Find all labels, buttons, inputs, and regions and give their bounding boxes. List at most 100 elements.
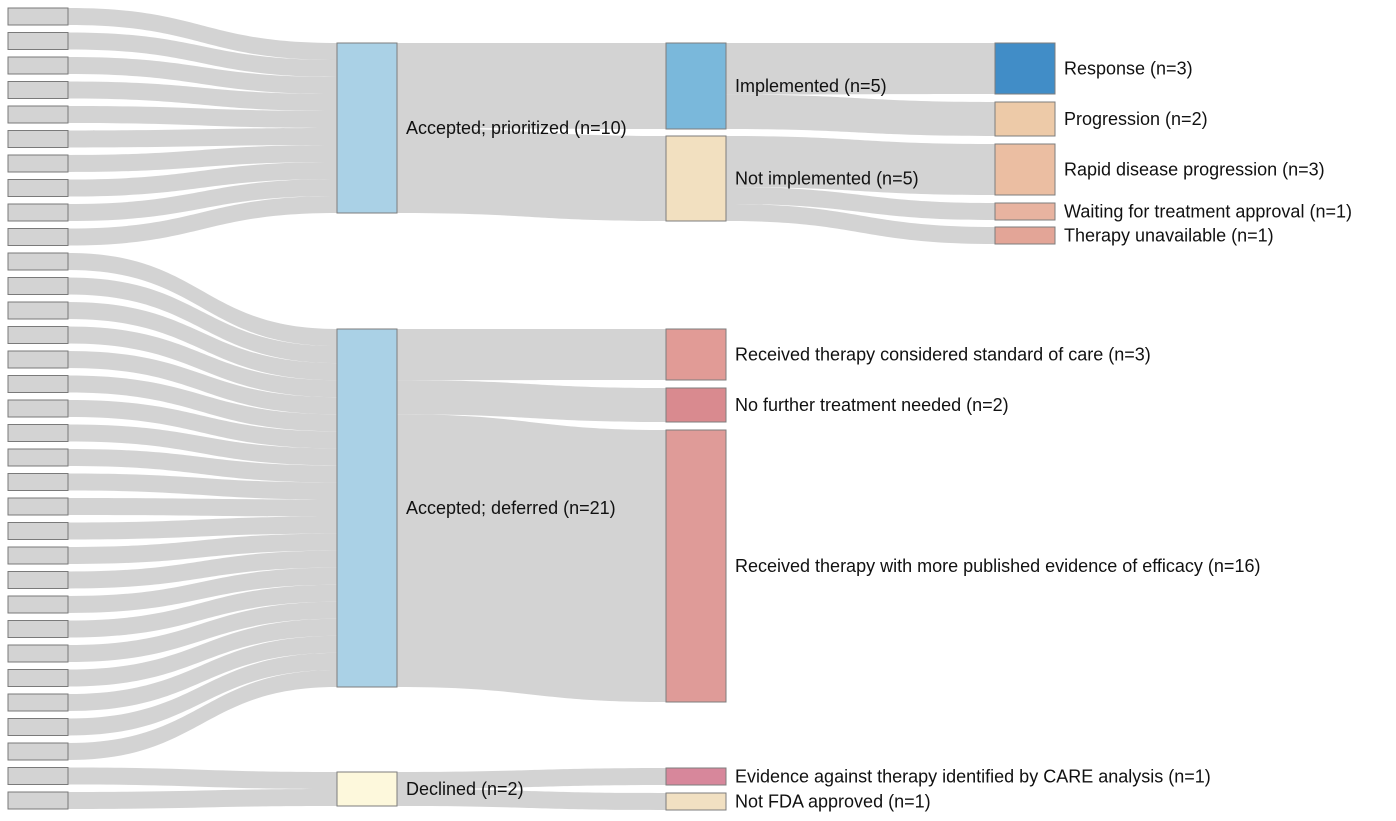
source-link	[68, 584, 337, 638]
node-label-soc: Received therapy considered standard of …	[735, 345, 1151, 365]
link-dec-nofda	[397, 789, 666, 810]
node-dec	[336, 771, 398, 807]
source-node	[7, 350, 69, 369]
source-link	[68, 106, 337, 128]
node-label-wait: Waiting for treatment approval (n=1)	[1064, 202, 1352, 222]
source-node	[7, 424, 69, 442]
node-label-nofda: Not FDA approved (n=1)	[735, 792, 931, 812]
source-link	[68, 57, 337, 94]
source-node	[7, 644, 69, 663]
node-label-prog: Progression (n=2)	[1064, 109, 1208, 129]
labels-layer: Accepted; prioritized (n=10) Accepted; de…	[406, 59, 1352, 812]
node-impl	[665, 42, 727, 130]
link-prio-notimpl	[397, 128, 666, 221]
source-link	[68, 400, 337, 449]
source-node	[7, 791, 69, 810]
node-label-dec: Declined (n=2)	[406, 779, 524, 799]
links-layer	[68, 8, 995, 810]
link-def-soc	[397, 329, 666, 381]
link-impl-resp	[726, 43, 995, 95]
link-def-nofurther	[397, 380, 666, 422]
node-notimpl	[665, 135, 727, 222]
link-prio-impl	[397, 43, 666, 129]
source-link	[68, 652, 337, 736]
source-link	[68, 277, 337, 364]
link-def-evidence	[397, 414, 666, 702]
source-node	[7, 399, 69, 418]
source-node	[7, 522, 69, 540]
source-node	[7, 56, 69, 75]
source-node	[7, 595, 69, 614]
source-node	[7, 326, 69, 344]
node-label-nofurther: No further treatment needed (n=2)	[735, 395, 1009, 415]
source-link	[68, 253, 337, 347]
source-node	[7, 620, 69, 638]
link-notimpl-rapid	[726, 136, 995, 195]
node-label-notimpl: Not implemented (n=5)	[735, 169, 919, 189]
node-label-evidence: Received therapy with more published evi…	[735, 556, 1260, 576]
node-against	[665, 767, 727, 786]
source-node	[7, 7, 69, 26]
node-rapid	[994, 143, 1056, 196]
source-link	[68, 449, 337, 483]
source-link	[68, 498, 337, 517]
node-nofda	[665, 792, 727, 811]
source-node	[7, 718, 69, 736]
source-link	[68, 533, 337, 564]
source-node	[7, 32, 69, 50]
source-node	[7, 473, 69, 491]
node-label-prio: Accepted; prioritized (n=10)	[406, 118, 627, 138]
source-link	[68, 424, 337, 466]
node-soc	[665, 328, 727, 381]
source-link	[68, 767, 337, 789]
source-node	[7, 693, 69, 712]
source-link	[68, 473, 337, 500]
node-resp	[994, 42, 1056, 95]
node-prio	[336, 42, 398, 214]
node-def	[336, 328, 398, 688]
source-node	[7, 203, 69, 222]
source-node	[7, 767, 69, 785]
source-node	[7, 252, 69, 271]
source-link	[68, 179, 337, 221]
source-link	[68, 635, 337, 711]
source-link	[68, 516, 337, 540]
node-evidence	[665, 429, 727, 703]
nodes-layer	[7, 7, 1056, 811]
source-link	[68, 145, 337, 172]
source-node	[7, 81, 69, 99]
source-link	[68, 789, 337, 809]
source-node	[7, 669, 69, 687]
source-link	[68, 326, 337, 398]
source-node	[7, 154, 69, 173]
source-node	[7, 497, 69, 516]
source-link	[68, 302, 337, 381]
source-link	[68, 567, 337, 613]
node-label-def: Accepted; deferred (n=21)	[406, 498, 616, 518]
source-link	[68, 128, 337, 148]
source-node	[7, 448, 69, 467]
link-dec-against	[397, 768, 666, 789]
source-link	[68, 81, 337, 111]
link-impl-prog	[726, 94, 995, 136]
source-link	[68, 32, 337, 77]
source-node	[7, 375, 69, 393]
source-node	[7, 130, 69, 148]
node-label-resp: Response (n=3)	[1064, 59, 1193, 79]
source-link	[68, 550, 337, 589]
node-nofurther	[665, 387, 727, 423]
source-link	[68, 8, 337, 60]
source-node	[7, 277, 69, 295]
source-link	[68, 669, 337, 760]
source-node	[7, 742, 69, 761]
link-notimpl-wait	[726, 187, 995, 220]
source-node	[7, 546, 69, 565]
source-link	[68, 351, 337, 415]
node-label-impl: Implemented (n=5)	[735, 76, 887, 96]
link-notimpl-unavail	[726, 204, 995, 244]
node-prog	[994, 101, 1056, 137]
node-unavail	[994, 226, 1056, 245]
source-node	[7, 301, 69, 320]
node-label-unavail: Therapy unavailable (n=1)	[1064, 226, 1274, 246]
